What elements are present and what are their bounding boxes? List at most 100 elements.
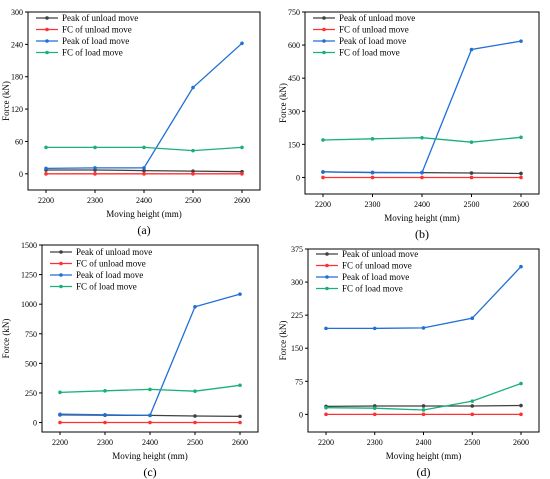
y-tick-label: 0 xyxy=(299,410,303,419)
data-point xyxy=(420,135,424,140)
y-tick-label: 120 xyxy=(11,105,23,114)
data-point xyxy=(44,172,48,176)
y-tick-label: 250 xyxy=(25,389,37,398)
x-tick-label: 2300 xyxy=(367,438,383,447)
data-point xyxy=(93,145,97,150)
legend-marker xyxy=(45,39,49,43)
x-tick-label: 2500 xyxy=(187,438,203,447)
data-point xyxy=(240,41,244,46)
legend-marker xyxy=(322,50,326,55)
data-point xyxy=(470,399,475,403)
data-point xyxy=(193,420,197,425)
legend-marker xyxy=(59,284,63,289)
legend-marker xyxy=(325,275,329,279)
y-tick-label: 150 xyxy=(288,140,300,149)
data-point xyxy=(44,166,48,171)
legend-marker xyxy=(325,286,329,291)
x-tick-label: 2300 xyxy=(87,196,103,205)
data-point xyxy=(103,420,107,425)
data-point xyxy=(324,412,328,417)
data-point xyxy=(372,326,377,331)
y-axis-title: Force (kN) xyxy=(1,319,11,359)
data-point xyxy=(324,405,328,410)
data-point xyxy=(469,175,474,180)
data-point xyxy=(372,412,377,417)
y-tick-label: 0 xyxy=(296,173,300,182)
legend-label: FC of unload move xyxy=(342,261,412,271)
legend-label: Peak of unload move xyxy=(62,13,138,23)
y-tick-label: 1000 xyxy=(21,300,37,309)
data-point xyxy=(142,166,146,170)
x-tick-label: 2200 xyxy=(315,200,331,209)
data-point xyxy=(142,172,146,176)
data-point xyxy=(519,264,523,269)
data-point xyxy=(519,403,523,408)
data-point xyxy=(324,326,328,331)
data-point xyxy=(142,168,146,173)
y-tick-label: 300 xyxy=(288,107,300,116)
legend-label: Peak of load move xyxy=(342,272,409,282)
y-tick-label: 60 xyxy=(15,137,23,146)
data-point xyxy=(519,381,523,386)
y-tick-label: 240 xyxy=(11,40,23,49)
data-point xyxy=(238,383,242,388)
panel-label: (c) xyxy=(143,465,156,479)
data-point xyxy=(58,420,62,425)
data-point xyxy=(321,175,325,180)
legend-marker xyxy=(325,252,329,256)
legend-label: Peak of load move xyxy=(76,270,143,280)
x-tick-label: 2400 xyxy=(416,438,432,447)
legend-label: Peak of unload move xyxy=(76,247,152,257)
legend-label: FC of unload move xyxy=(339,25,409,35)
data-point xyxy=(103,413,107,417)
data-point xyxy=(469,140,474,144)
data-point xyxy=(421,404,426,408)
data-point xyxy=(420,175,424,180)
data-point xyxy=(44,145,48,150)
legend-label: FC of load move xyxy=(339,48,400,58)
legend-marker xyxy=(45,50,49,55)
x-tick-label: 2600 xyxy=(232,438,248,447)
data-point xyxy=(191,85,195,90)
data-point xyxy=(148,420,152,425)
data-point xyxy=(321,170,325,174)
x-tick-label: 2200 xyxy=(38,196,54,205)
data-point xyxy=(519,39,523,43)
y-tick-label: 1500 xyxy=(21,241,37,250)
data-point xyxy=(58,412,62,417)
legend-label: Peak of load move xyxy=(339,36,406,46)
y-tick-label: 300 xyxy=(291,278,303,287)
legend-label: FC of unload move xyxy=(62,25,132,35)
legend-label: FC of load move xyxy=(342,284,403,294)
data-point xyxy=(519,135,523,140)
legend-label: Peak of load move xyxy=(62,36,129,46)
data-point xyxy=(193,304,197,309)
data-point xyxy=(238,414,242,419)
data-point xyxy=(240,145,244,150)
x-tick-label: 2600 xyxy=(513,200,529,209)
data-point xyxy=(193,389,197,393)
chart-panel-a: 0 60 120 180 240 300 2200 2300 2400 2500 2600 Movin… xyxy=(1,8,261,237)
data-point xyxy=(148,387,152,392)
data-point xyxy=(193,414,197,418)
data-point xyxy=(240,172,244,176)
panel-label: (d) xyxy=(417,465,431,479)
legend-label: Peak of unload move xyxy=(339,13,415,23)
data-point xyxy=(519,412,523,417)
x-tick-label: 2300 xyxy=(97,438,113,447)
y-tick-label: 180 xyxy=(11,73,23,82)
data-point xyxy=(519,171,523,176)
data-point xyxy=(470,412,475,417)
plot-frame xyxy=(41,244,259,433)
data-point xyxy=(58,390,62,395)
legend-marker xyxy=(325,263,329,268)
data-point xyxy=(470,404,475,408)
data-point xyxy=(321,138,325,142)
y-tick-label: 750 xyxy=(288,8,300,17)
data-point xyxy=(93,172,97,176)
y-tick-label: 450 xyxy=(288,74,300,83)
data-point xyxy=(103,389,107,393)
x-axis-title: Moving height (mm) xyxy=(106,209,182,219)
x-tick-label: 2600 xyxy=(513,438,529,447)
